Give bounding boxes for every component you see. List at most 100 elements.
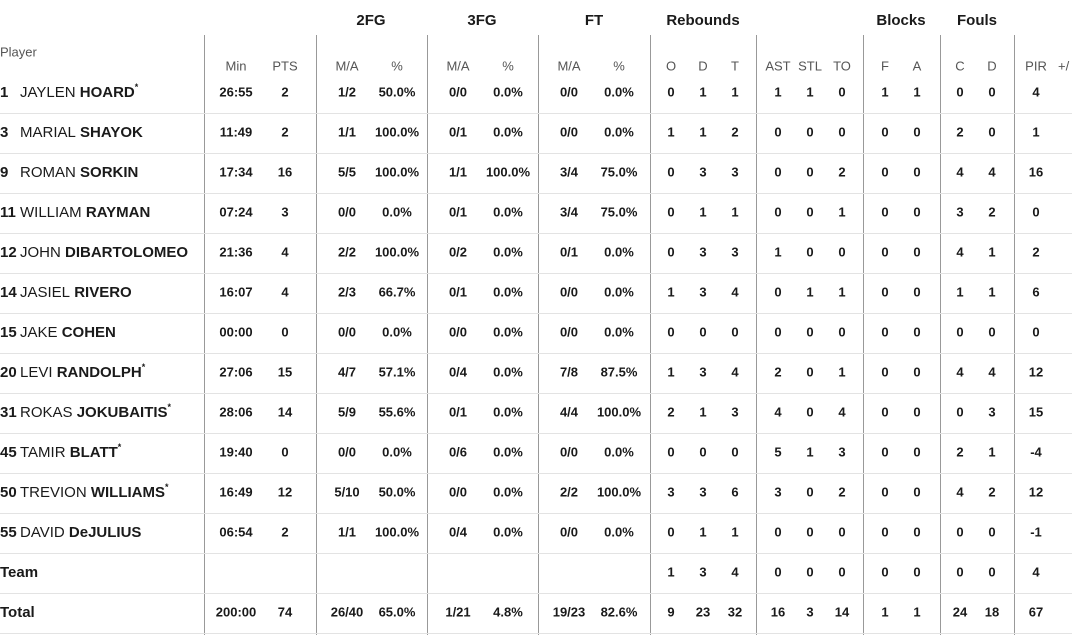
stat-cell: 4 bbox=[731, 364, 739, 379]
stat-cell: -1 bbox=[1030, 524, 1042, 539]
stat-cell: 1 bbox=[774, 244, 781, 259]
stat-cell: 16:49 bbox=[219, 484, 252, 499]
stat-cell: 0/4 bbox=[449, 524, 468, 539]
player-number: 50 bbox=[0, 484, 17, 501]
last-name: DeJULIUS bbox=[69, 524, 142, 541]
stat-cell: 2/3 bbox=[338, 284, 356, 299]
stat-cell: 0/2 bbox=[449, 244, 467, 259]
stat-cell: 0 bbox=[881, 244, 888, 259]
stat-cell: 19:40 bbox=[219, 444, 252, 459]
stat-cell: 1/1 bbox=[338, 124, 356, 139]
stat-cell: 16:07 bbox=[219, 284, 252, 299]
stat-cell: 3 bbox=[731, 244, 738, 259]
stat-cell: 4 bbox=[281, 284, 289, 299]
stat-cell: 0.0% bbox=[604, 524, 634, 539]
stat-cell: 0.0% bbox=[382, 204, 412, 219]
starter-mark: * bbox=[118, 442, 122, 452]
stat-cell: 23 bbox=[696, 604, 710, 619]
stat-cell: 0 bbox=[806, 244, 813, 259]
stat-cell: 0 bbox=[913, 444, 920, 459]
stat-cell: 0.0% bbox=[382, 324, 412, 339]
column-header: PTS bbox=[272, 58, 298, 73]
stat-cell: 7/8 bbox=[560, 364, 578, 379]
stat-cell: 21:36 bbox=[219, 244, 252, 259]
stat-cell: 27:06 bbox=[219, 364, 252, 379]
player-name: JAYLEN HOARD* bbox=[20, 82, 139, 101]
stat-cell: 0 bbox=[881, 524, 888, 539]
player-name: TAMIR BLATT* bbox=[20, 442, 122, 461]
column-header: M/A bbox=[335, 58, 358, 73]
stat-cell: 3 bbox=[838, 444, 845, 459]
column-header: D bbox=[698, 58, 707, 73]
stat-cell: 0/0 bbox=[560, 444, 578, 459]
stat-cell: 0.0% bbox=[493, 364, 523, 379]
stat-cell: 0/0 bbox=[560, 284, 578, 299]
stat-cell: 0 bbox=[988, 84, 995, 99]
stat-cell: 1 bbox=[806, 284, 813, 299]
stat-cell: 65.0% bbox=[379, 604, 416, 619]
stat-cell: 0.0% bbox=[604, 324, 634, 339]
first-name: JAYLEN bbox=[20, 84, 76, 101]
stat-cell: 1 bbox=[881, 84, 888, 99]
stat-cell: 1 bbox=[956, 284, 963, 299]
stat-cell: 0.0% bbox=[604, 244, 634, 259]
stat-cell: 0 bbox=[913, 484, 920, 499]
first-name: JAKE bbox=[20, 324, 58, 341]
stat-cell: 3 bbox=[667, 484, 674, 499]
stat-cell: 12 bbox=[1029, 364, 1043, 379]
stat-cell: 0 bbox=[988, 564, 995, 579]
stat-cell: 11:49 bbox=[220, 124, 253, 139]
stat-cell: 3 bbox=[731, 404, 738, 419]
stat-cell: 1 bbox=[838, 364, 845, 379]
player-number: 11 bbox=[0, 204, 16, 221]
stat-cell: 0.0% bbox=[382, 444, 412, 459]
stat-cell: 0/0 bbox=[560, 324, 578, 339]
stat-cell: 0 bbox=[806, 484, 813, 499]
stat-cell: 0.0% bbox=[493, 284, 523, 299]
stat-cell: 3 bbox=[281, 204, 288, 219]
stat-cell: 17:34 bbox=[219, 164, 253, 179]
group-header: Blocks bbox=[876, 12, 925, 29]
player-number: 15 bbox=[0, 324, 17, 341]
stat-cell: 0 bbox=[731, 324, 738, 339]
stat-cell: 1 bbox=[699, 84, 706, 99]
stat-cell: 18 bbox=[985, 604, 999, 619]
stat-cell: 4 bbox=[731, 564, 739, 579]
first-name: LEVI bbox=[20, 364, 53, 381]
last-name: BLATT bbox=[70, 444, 118, 461]
starter-mark: * bbox=[165, 482, 169, 492]
stat-cell: -4 bbox=[1030, 444, 1042, 459]
stat-cell: 0.0% bbox=[493, 324, 523, 339]
stat-cell: 4 bbox=[956, 484, 964, 499]
stat-cell: 15 bbox=[1029, 404, 1043, 419]
stat-cell: 3 bbox=[699, 244, 706, 259]
stat-cell: 1 bbox=[913, 604, 920, 619]
stat-cell: 0/0 bbox=[560, 524, 578, 539]
column-header: T bbox=[731, 58, 739, 73]
stat-cell: 1 bbox=[806, 84, 813, 99]
stat-cell: 1 bbox=[731, 84, 738, 99]
stat-cell: 6 bbox=[731, 484, 738, 499]
stat-cell: 0.0% bbox=[493, 204, 523, 219]
stat-cell: 14 bbox=[278, 404, 293, 419]
stat-cell: 0 bbox=[881, 484, 888, 499]
column-header: D bbox=[987, 58, 996, 73]
stat-cell: 87.5% bbox=[601, 364, 638, 379]
stat-cell: 2 bbox=[1032, 244, 1039, 259]
group-header: 3FG bbox=[467, 12, 496, 29]
stat-cell: 0/0 bbox=[338, 444, 356, 459]
player-number: 55 bbox=[0, 524, 17, 541]
stat-cell: 1 bbox=[1032, 124, 1039, 139]
last-name: RIVERO bbox=[74, 284, 132, 301]
stat-cell: 5 bbox=[774, 444, 781, 459]
stat-cell: 0 bbox=[774, 284, 781, 299]
stat-cell: 5/10 bbox=[334, 484, 359, 499]
player-name: ROMAN SORKIN bbox=[20, 164, 138, 181]
stat-cell: 100.0% bbox=[486, 164, 531, 179]
first-name: ROMAN bbox=[20, 164, 76, 181]
stat-cell: 4 bbox=[988, 364, 996, 379]
stat-cell: 0.0% bbox=[493, 444, 523, 459]
stat-cell: 75.0% bbox=[601, 204, 638, 219]
stat-cell: 0.0% bbox=[493, 524, 523, 539]
stat-cell: 0.0% bbox=[604, 444, 634, 459]
